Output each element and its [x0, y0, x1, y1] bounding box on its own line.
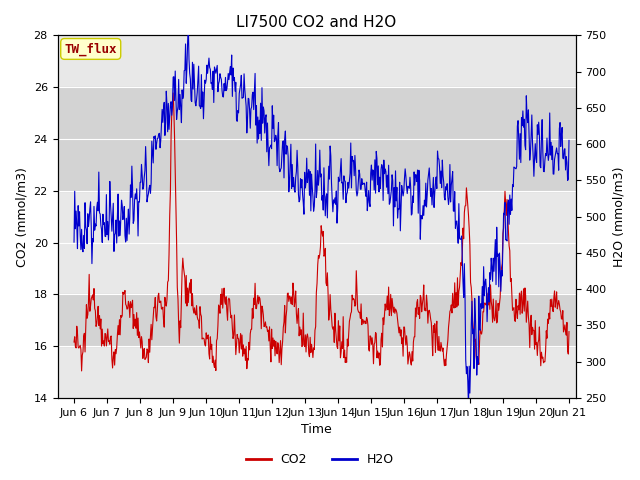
Text: TW_flux: TW_flux	[65, 42, 117, 56]
Bar	[58, 87, 575, 191]
Bar	[58, 294, 575, 346]
Legend: CO2, H2O: CO2, H2O	[241, 448, 399, 471]
X-axis label: Time: Time	[301, 423, 332, 436]
Y-axis label: H2O (mmol/m3): H2O (mmol/m3)	[612, 167, 625, 267]
Title: LI7500 CO2 and H2O: LI7500 CO2 and H2O	[236, 15, 397, 30]
Y-axis label: CO2 (mmol/m3): CO2 (mmol/m3)	[15, 167, 28, 266]
